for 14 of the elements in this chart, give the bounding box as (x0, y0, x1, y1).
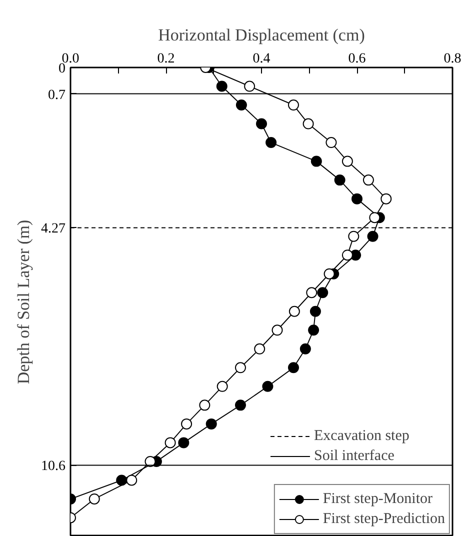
x-tick-label: 0.8 (444, 52, 462, 66)
legend-label: Excavation step (314, 428, 410, 444)
x-tick-label: 0.6 (348, 52, 366, 66)
y-tick-label: 0 (58, 62, 66, 76)
y-tick-label: 10.6 (41, 459, 66, 474)
legend-label: First step-Monitor (322, 490, 433, 508)
y-tick-label: 4.27 (41, 222, 66, 237)
x-tick-label: 0.4 (252, 52, 270, 66)
x-tick-label: 0.2 (157, 52, 175, 66)
x-axis-title: Horizontal Displacement (cm) (158, 26, 365, 44)
y-axis-title: Depth of Soil Layer (m) (14, 220, 33, 384)
legend-label: First step-Prediction (322, 510, 445, 528)
legend-label: Soil interface (314, 448, 394, 464)
y-tick-label: 0.7 (48, 88, 66, 103)
